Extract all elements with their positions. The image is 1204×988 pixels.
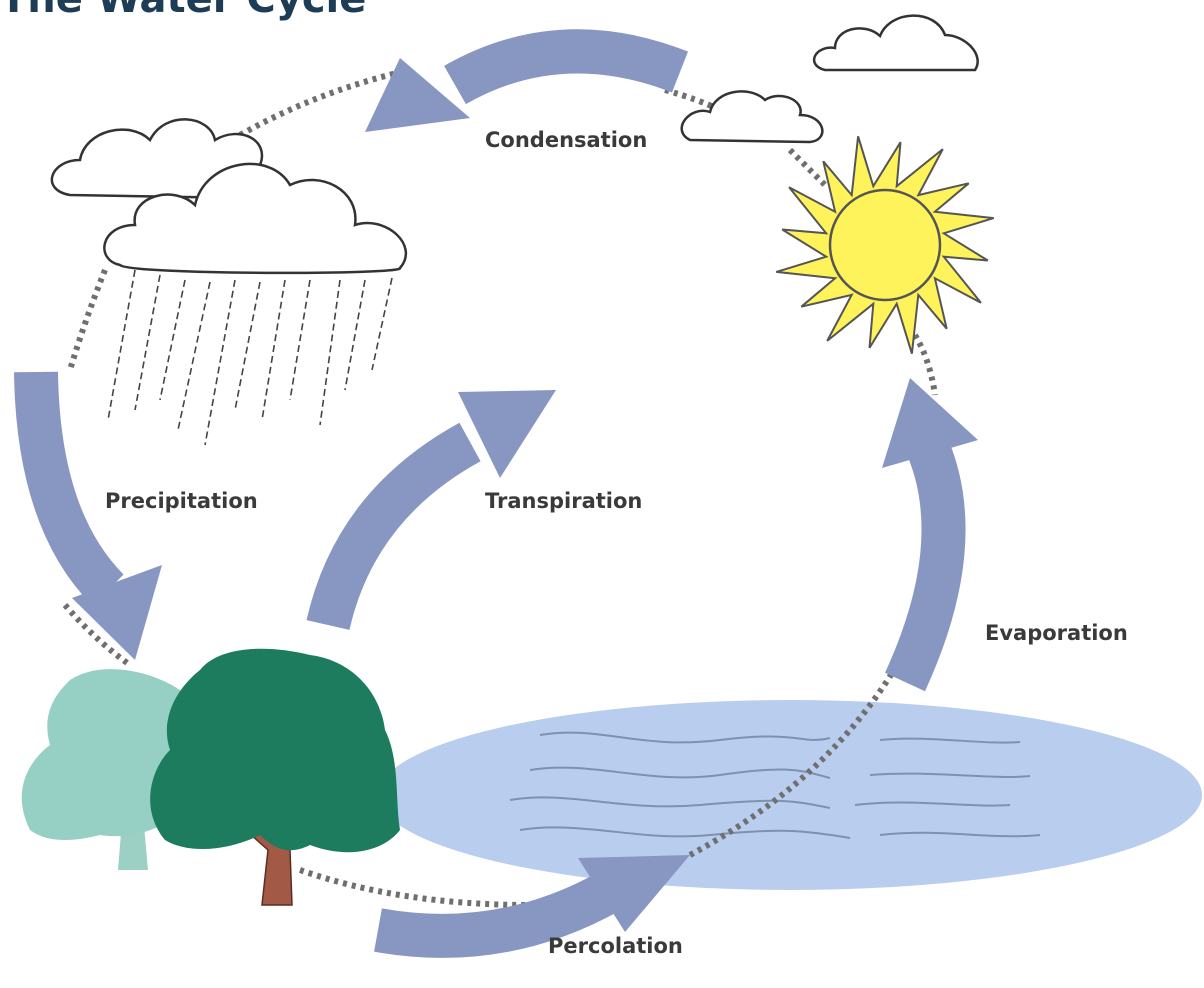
label: Condensation [485, 128, 647, 152]
lake [378, 700, 1202, 890]
trees-part [150, 649, 400, 852]
title: The Water Cycle [0, 0, 366, 22]
rain-part [178, 282, 210, 430]
label: Transpiration [485, 489, 642, 513]
body: The Water Cycle [0, 0, 1204, 988]
rain [108, 270, 392, 445]
rain-part [320, 280, 340, 425]
rain-part [135, 275, 160, 410]
clouds-part [814, 16, 978, 70]
rain-part [108, 270, 135, 420]
label: Precipitation [105, 489, 258, 513]
rain-part [372, 278, 392, 370]
page: Water cycle diagram {"title": "The Water… [0, 0, 1204, 988]
label: Evaporation [985, 621, 1128, 645]
sun-part [830, 190, 940, 300]
rain-cloud [52, 119, 406, 273]
rain-part [235, 282, 260, 410]
rain-part [160, 280, 185, 400]
label: Percolation [548, 934, 683, 958]
dotted-paths-part [70, 270, 105, 370]
rain-part [205, 280, 235, 445]
lake-part [378, 700, 1202, 890]
sun [776, 136, 993, 353]
arrows-part [905, 448, 944, 682]
clouds [682, 16, 978, 142]
rain-part [262, 280, 285, 420]
arrows-part [328, 442, 470, 625]
clouds-part [682, 91, 823, 142]
dotted-paths-part [300, 870, 530, 905]
arrows-part [378, 892, 608, 936]
trees [22, 649, 400, 905]
water-cycle-diagram: The Water Cycle [0, 0, 1204, 988]
rain-part [290, 280, 310, 400]
rain-part [345, 280, 365, 390]
arrows-part [455, 51, 680, 85]
dotted-paths-part [790, 150, 825, 185]
arrows-part [36, 372, 108, 590]
